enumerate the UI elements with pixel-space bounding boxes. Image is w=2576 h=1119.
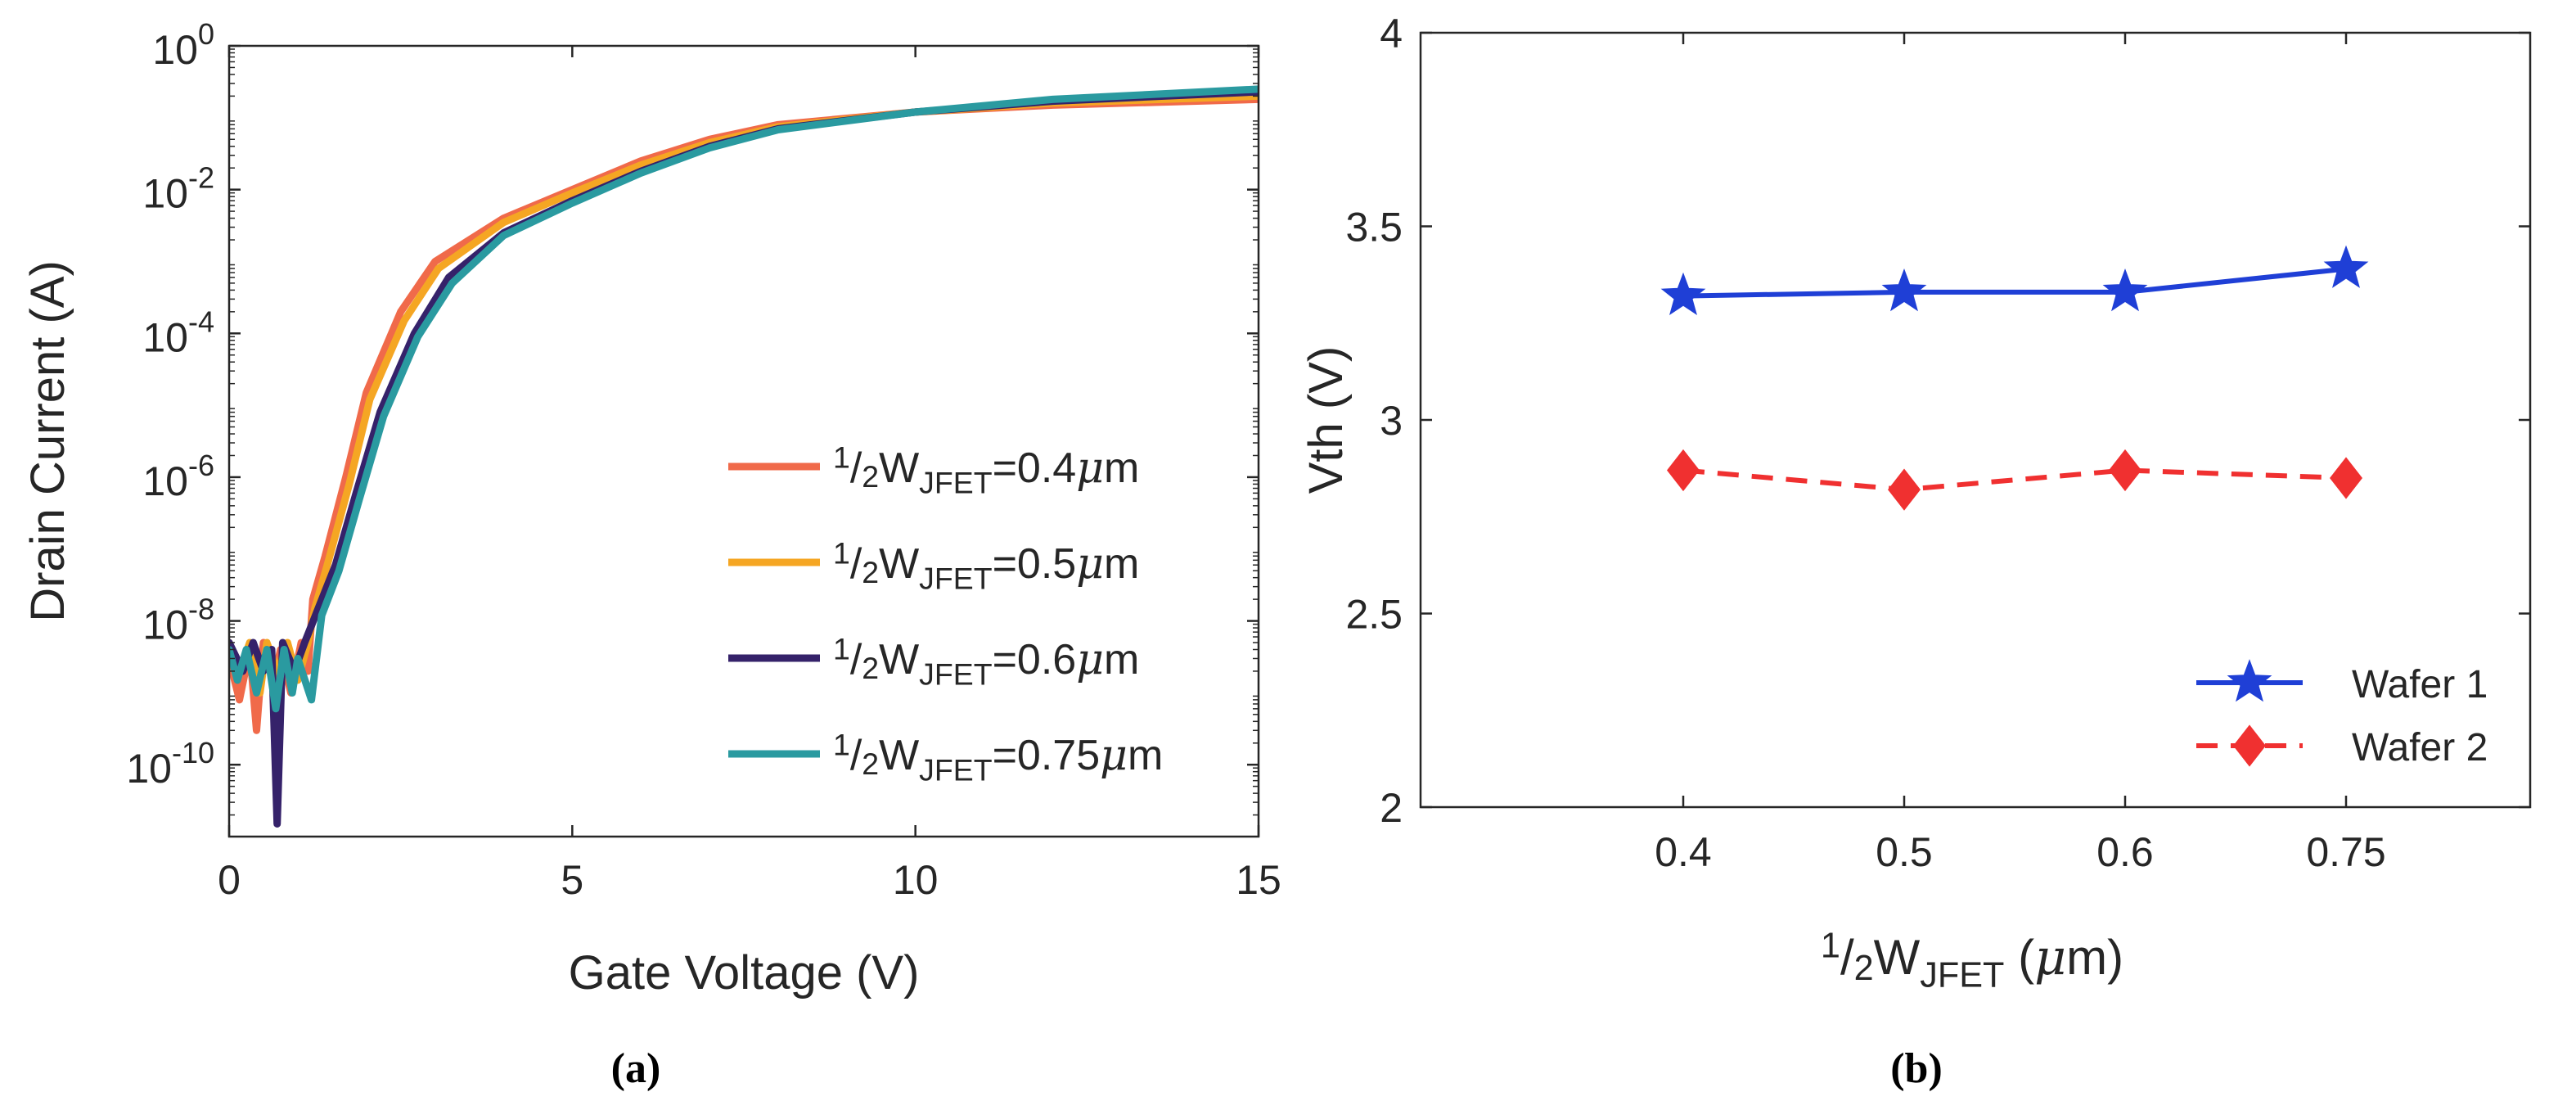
- panel-a-y-tick-label: 10-10: [126, 736, 214, 792]
- panel-b-x-tick-label: 0.75: [2306, 829, 2385, 875]
- panel-b-y-tick-label: 3: [1380, 398, 1403, 444]
- panel-a-y-tick-label: 100: [152, 17, 214, 73]
- panel-a-x-axis-label: Gate Voltage (V): [569, 946, 920, 999]
- panel-b-x-tick-label: 0.5: [1876, 829, 1933, 875]
- panel-a-y-tick-label: 10-2: [142, 161, 214, 217]
- panel-b-legend-label: Wafer 1: [2352, 663, 2488, 706]
- panel-a-legend-label: 1/2WJFET=0.75μm: [833, 727, 1163, 787]
- panel-b-caption: (b): [1890, 1045, 1943, 1092]
- panel-b-y-tick-label: 3.5: [1345, 205, 1403, 250]
- panel-b-x-axis-label: 1/2WJFET (μm): [1821, 927, 2123, 995]
- figure: 0 5 10 15 10-10 10-8 10-6 10-4 10-2 100 1/2WJFET=…: [0, 0, 2576, 1119]
- panel-b-x-tick-label: 0.4: [1655, 829, 1712, 875]
- panel-a-x-tick-label: 0: [218, 857, 241, 903]
- panel-a-x-tick-label: 15: [1236, 857, 1281, 903]
- panel-a-y-tick-label: 10-8: [142, 593, 214, 648]
- panel-b-y-tick-label: 2.5: [1345, 592, 1403, 638]
- panel-a-x-tick-label: 10: [893, 857, 939, 903]
- panel-a-y-tick-label: 10-6: [142, 449, 214, 504]
- panel-b-x-tick-label: 0.6: [2096, 829, 2154, 875]
- panel-a-y-tick-label: 10-4: [142, 305, 214, 360]
- panel-b-y-axis-label: Vth (V): [1299, 346, 1353, 494]
- panel-b-legend-label: Wafer 2: [2352, 726, 2488, 769]
- panel-a-caption: (a): [611, 1045, 661, 1092]
- panel-b-vth-chart: 0.4 0.5 0.6 0.75 2 2.5 3 3.5 4 Wafer 1 Wafer 2 1/…: [1299, 11, 2530, 1092]
- panel-b-y-tick-label: 2: [1380, 785, 1403, 831]
- panel-a-x-tick-label: 5: [561, 857, 583, 903]
- panel-a-drain-current-chart: 0 5 10 15 10-10 10-8 10-6 10-4 10-2 100 1/2WJFET=…: [21, 17, 1281, 1092]
- panel-a-y-axis-label: Drain Current (A): [21, 260, 74, 622]
- panel-a-plot-area: [229, 46, 1259, 837]
- panel-b-y-tick-label: 4: [1380, 11, 1403, 56]
